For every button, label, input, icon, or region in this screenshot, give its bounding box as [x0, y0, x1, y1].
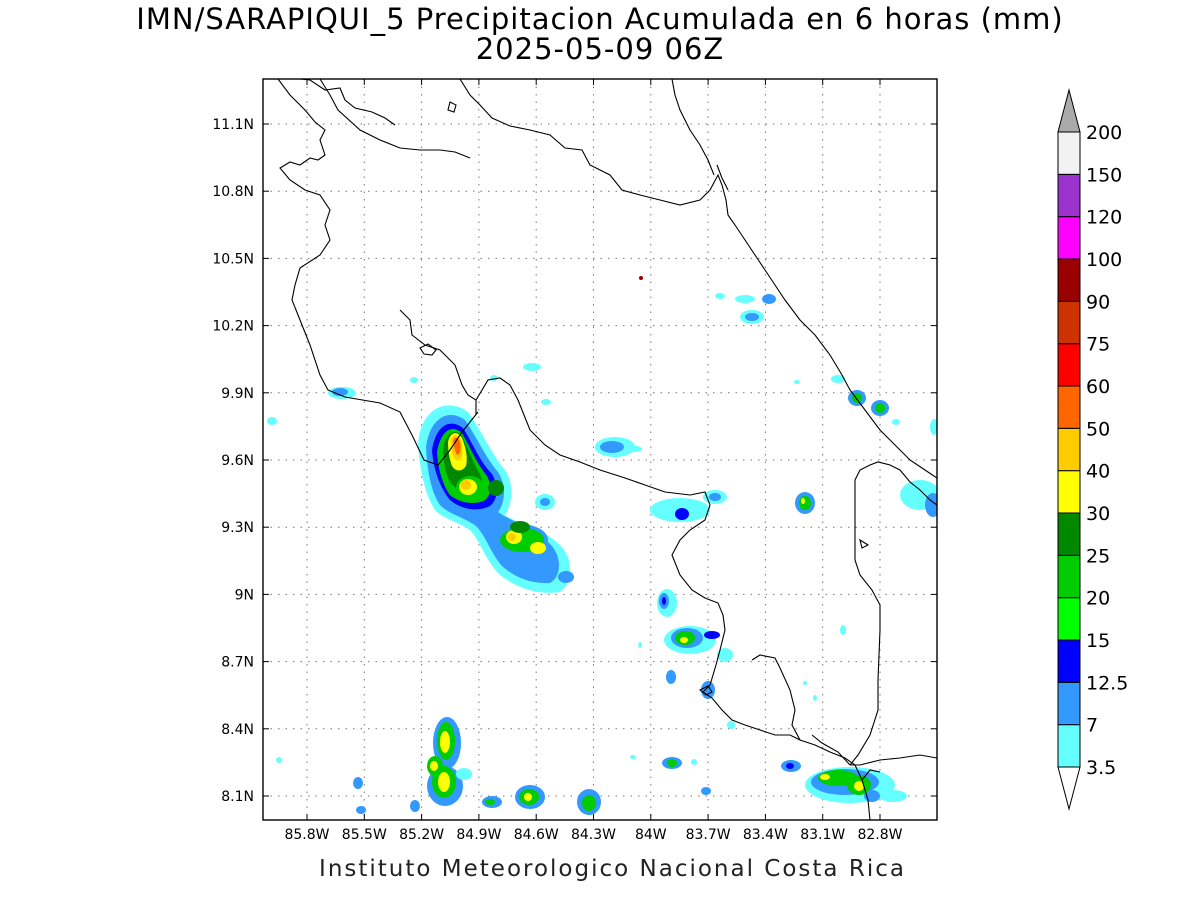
colorbar-level-label: 90 [1086, 291, 1110, 313]
colorbar-swatch [1057, 343, 1081, 387]
map-frame [262, 78, 938, 821]
rain-cell-nicoya [418, 405, 574, 593]
colorbar-swatch [1057, 512, 1081, 556]
longitude-label: 83.7W [686, 827, 731, 843]
latitude-label: 10.5N [212, 251, 254, 267]
footer-credit: Instituto Meteorologico Nacional Costa R… [319, 856, 906, 882]
longitude-label: 85.2W [399, 827, 444, 843]
latitude-label: 8.7N [221, 655, 254, 671]
colorbar-level-label: 7 [1086, 715, 1098, 737]
longitude-label: 83.4W [743, 827, 788, 843]
longitude-label: 84W [635, 827, 667, 843]
latitude-label: 9.9N [221, 386, 254, 402]
colorbar-swatch [1057, 597, 1081, 641]
latitude-label: 10.2N [212, 319, 254, 335]
longitude-label: 84.9W [456, 827, 501, 843]
colorbar-swatch [1057, 258, 1081, 302]
colorbar: 3.5 7 12.5 15 20 25 30 40 50 60 75 90 100 120 150 200 [1057, 88, 1128, 811]
latitude-label: 8.4N [221, 722, 254, 738]
longitude-label: 85.8W [284, 827, 329, 843]
map-title: IMN/SARAPIQUI_5 Precipitacion Acumulada … [136, 2, 1064, 36]
colorbar-arrow-high [1057, 88, 1081, 133]
colorbar-level-label: 25 [1086, 545, 1110, 567]
colorbar-swatch [1057, 639, 1081, 683]
longitude-label: 85.5W [342, 827, 387, 843]
colorbar-level-label: 200 [1086, 122, 1122, 144]
colorbar-level-label: 3.5 [1086, 757, 1116, 779]
colorbar-swatch [1057, 724, 1081, 768]
colorbar-level-label: 120 [1086, 207, 1122, 229]
colorbar-level-label: 15 [1086, 630, 1110, 652]
longitude-label: 82.8W [857, 827, 902, 843]
colorbar-level-label: 50 [1086, 418, 1110, 440]
latitude-label: 9.6N [221, 453, 254, 469]
map-plot-area [263, 79, 937, 820]
colorbar-level-label: 40 [1086, 461, 1110, 483]
colorbar-level-label: 150 [1086, 164, 1122, 186]
colorbar-level-label: 20 [1086, 588, 1110, 610]
latitude-label: 9N [235, 587, 254, 603]
colorbar-swatch [1057, 681, 1081, 726]
colorbar-swatch [1057, 385, 1081, 429]
colorbar-swatch [1057, 470, 1081, 514]
latitude-label: 8.1N [221, 789, 254, 805]
map-valid-time: 2025-05-09 06Z [475, 32, 725, 66]
colorbar-swatch [1057, 216, 1081, 260]
colorbar-level-label: 30 [1086, 503, 1110, 525]
colorbar-level-label: 100 [1086, 249, 1122, 271]
longitude-label: 84.6W [514, 827, 559, 843]
longitude-label: 83.1W [800, 827, 845, 843]
colorbar-swatch [1057, 427, 1081, 472]
coastlines [277, 79, 937, 820]
latitude-label: 10.8N [212, 184, 254, 200]
latitude-labels: 11.1N 10.8N 10.5N 10.2N 9.9N 9.6N 9.3N 9N 8.7N 8.… [212, 117, 254, 805]
longitude-labels: 85.8W 85.5W 85.2W 84.9W 84.6W 84.3W 84W 83.7W 83… [284, 827, 902, 843]
colorbar-swatch [1057, 300, 1081, 345]
colorbar-swatch [1057, 173, 1081, 218]
colorbar-swatch [1057, 554, 1081, 599]
latitude-label: 11.1N [212, 117, 254, 133]
colorbar-level-label: 12.5 [1086, 672, 1128, 694]
axis-ticks [263, 79, 937, 820]
precipitation-field [267, 276, 937, 815]
colorbar-swatch [1057, 131, 1081, 175]
colorbar-level-label: 60 [1086, 376, 1110, 398]
colorbar-arrow-low [1057, 766, 1081, 811]
longitude-label: 84.3W [571, 827, 616, 843]
latitude-label: 9.3N [221, 520, 254, 536]
colorbar-level-label: 75 [1086, 334, 1110, 356]
